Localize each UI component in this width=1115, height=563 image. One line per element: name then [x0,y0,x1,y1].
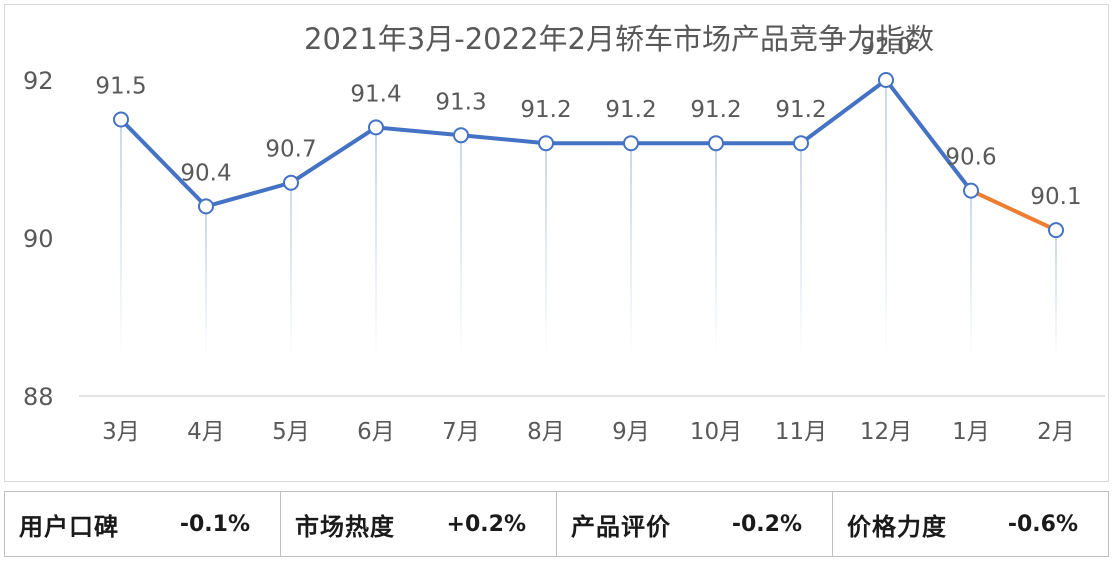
metric-label: 产品评价 [571,512,671,541]
chart-title: 2021年3月-2022年2月轿车市场产品竞争力指数 [304,22,934,56]
data-point [283,174,299,191]
metric-cell-user-reputation: 用户口碑 -0.1% [5,492,281,556]
drop-line [1055,230,1057,360]
data-label: 91.2 [520,97,571,123]
data-point [963,182,979,199]
x-tick-label: 7月 [442,419,480,445]
data-label: 91.4 [350,81,401,107]
x-tick-label: 10月 [690,419,742,445]
data-label: 90.6 [945,145,996,171]
data-point [113,111,129,128]
metric-value: -0.1% [179,511,250,537]
drop-line [715,143,717,360]
drop-line [630,143,632,360]
data-label: 91.5 [95,74,146,100]
data-point [878,72,894,88]
x-tick-label: 3月 [102,419,140,445]
metrics-bar: 用户口碑 -0.1% 市场热度 +0.2% 产品评价 -0.2% 价格力度 -0… [4,491,1109,557]
data-label: 90.7 [265,137,316,163]
metric-value: -0.2% [731,511,802,537]
line-segment [969,188,1058,233]
data-label: 91.2 [775,97,826,123]
y-tick-label: 90 [23,225,54,253]
chart-panel: 2021年3月-2022年2月轿车市场产品竞争力指数 88 90 92 91.5 90… [4,4,1109,482]
metric-value: +0.2% [446,511,526,537]
x-tick-label: 8月 [527,419,565,445]
data-label: 92.0 [860,34,911,60]
data-label: 91.2 [605,97,656,123]
drop-line [885,80,887,360]
line-segment [374,125,463,138]
y-tick-label: 92 [23,67,54,95]
metric-label: 市场热度 [295,512,395,541]
data-point [793,135,809,152]
data-label: 90.4 [180,160,231,186]
metric-value: -0.6% [1007,511,1078,537]
y-axis-ticks: 88 90 92 [23,67,54,411]
drop-line [970,190,972,360]
data-label: 90.1 [1030,184,1081,210]
y-tick-label: 88 [23,383,54,411]
data-point [453,127,469,144]
data-label: 91.2 [690,97,741,123]
data-point [368,119,384,136]
drop-line [205,206,207,360]
data-label: 91.3 [435,89,486,115]
metric-cell-product-rating: 产品评价 -0.2% [557,492,833,556]
x-tick-label: 1月 [952,419,990,445]
metric-cell-price-strength: 价格力度 -0.6% [833,492,1108,556]
line-segment [459,133,548,146]
drop-lines [120,80,1057,361]
data-point [538,135,554,152]
x-tick-label: 4月 [187,419,225,445]
x-tick-label: 6月 [357,419,395,445]
x-tick-label: 5月 [272,419,310,445]
data-point [198,198,214,215]
line-segment [884,78,973,193]
metric-cell-market-heat: 市场热度 +0.2% [281,492,557,556]
x-tick-label: 11月 [775,419,827,445]
drop-line [460,135,462,360]
x-tick-label: 9月 [612,419,650,445]
x-tick-label: 12月 [860,419,912,445]
series-line [119,78,1058,233]
line-segment [204,180,293,209]
metric-label: 用户口碑 [19,512,119,541]
metric-label: 价格力度 [847,512,947,541]
data-point [708,135,724,152]
data-point [623,135,639,152]
line-segment [799,78,888,146]
line-chart: 2021年3月-2022年2月轿车市场产品竞争力指数 88 90 92 91.5 90… [23,22,1105,445]
drop-line [545,143,547,360]
x-tick-label: 2月 [1037,419,1075,445]
drop-line [375,127,377,361]
drop-line [290,182,292,360]
line-segment [289,125,378,185]
data-point [1048,222,1064,239]
data-labels: 91.5 90.4 90.7 91.4 91.3 91.2 91.2 91.2 91.2 92.0… [95,34,1081,210]
x-axis-ticks: 3月 4月 5月 6月 7月 8月 9月 10月 11月 12月 1月 2月 [102,419,1075,445]
drop-line [120,119,122,360]
drop-line [800,143,802,360]
data-points [113,72,1064,239]
line-segment [119,117,208,209]
